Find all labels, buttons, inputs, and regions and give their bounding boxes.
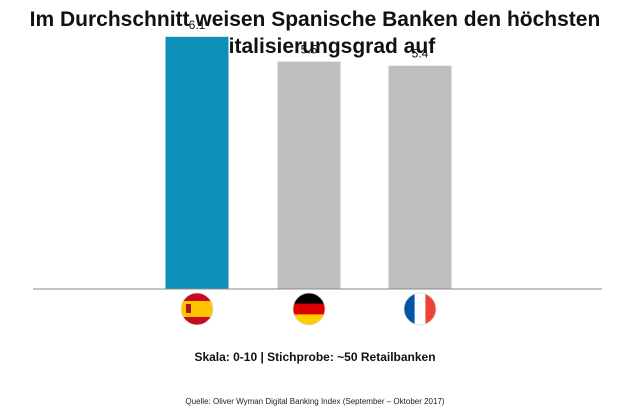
scale-note: Skala: 0-10 | Stichprobe: ~50 Retailbank… <box>194 350 436 364</box>
source-note: Quelle: Oliver Wyman Digital Banking Ind… <box>185 397 445 406</box>
flag-france-icon <box>403 292 437 326</box>
bar-spanien <box>165 36 229 289</box>
bar-frankreich <box>388 65 452 289</box>
data-label-frankreich: 5.4 <box>412 47 429 61</box>
chart-title: Im Durchschnitt weisen Spanische Banken … <box>0 6 630 60</box>
flag-germany-icon <box>292 292 326 326</box>
data-label-deutschland: 5.5 <box>301 43 318 57</box>
chart-title-line-2: Digitalisierungsgrad auf <box>194 35 436 58</box>
chart-title-line-1: Im Durchschnitt weisen Spanische Banken … <box>29 8 601 31</box>
data-label-spanien: 6.1 <box>189 18 206 32</box>
bar-deutschland <box>277 61 341 289</box>
flag-spain-icon <box>180 292 214 326</box>
